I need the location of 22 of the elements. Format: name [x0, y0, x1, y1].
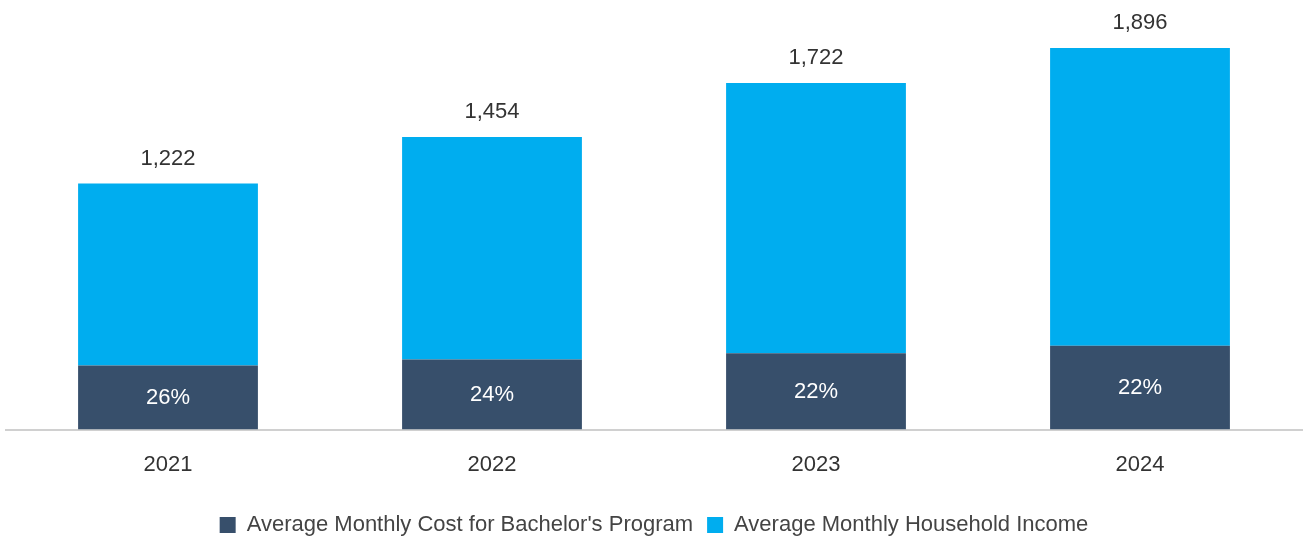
annotation: 1,722: [788, 44, 844, 70]
annotation: 1,222: [140, 144, 196, 170]
bar: [78, 183, 258, 366]
bar: [726, 83, 906, 354]
bar: [402, 359, 582, 430]
bar: [1050, 345, 1230, 430]
annotation: 24%: [469, 380, 515, 406]
x-tick-label: 2024: [1115, 450, 1165, 476]
annotation: 1,454: [464, 97, 520, 123]
bar: [402, 136, 582, 360]
x-tick-label: 2021: [143, 450, 193, 476]
bar: [1050, 48, 1230, 346]
bar: [78, 365, 258, 430]
legend-label: Average Monthly Household Income: [734, 511, 1089, 537]
x-tick-label: 2023: [791, 450, 841, 476]
annotation: 22%: [793, 377, 839, 403]
x-tick-label: 2022: [467, 450, 517, 476]
legend-label: Average Monthly Cost for Bachelor's Program: [246, 511, 694, 537]
bar: [726, 353, 906, 430]
annotation: 26%: [145, 383, 191, 409]
annotation: 1,896: [1112, 9, 1168, 35]
annotation: 22%: [1117, 373, 1163, 399]
